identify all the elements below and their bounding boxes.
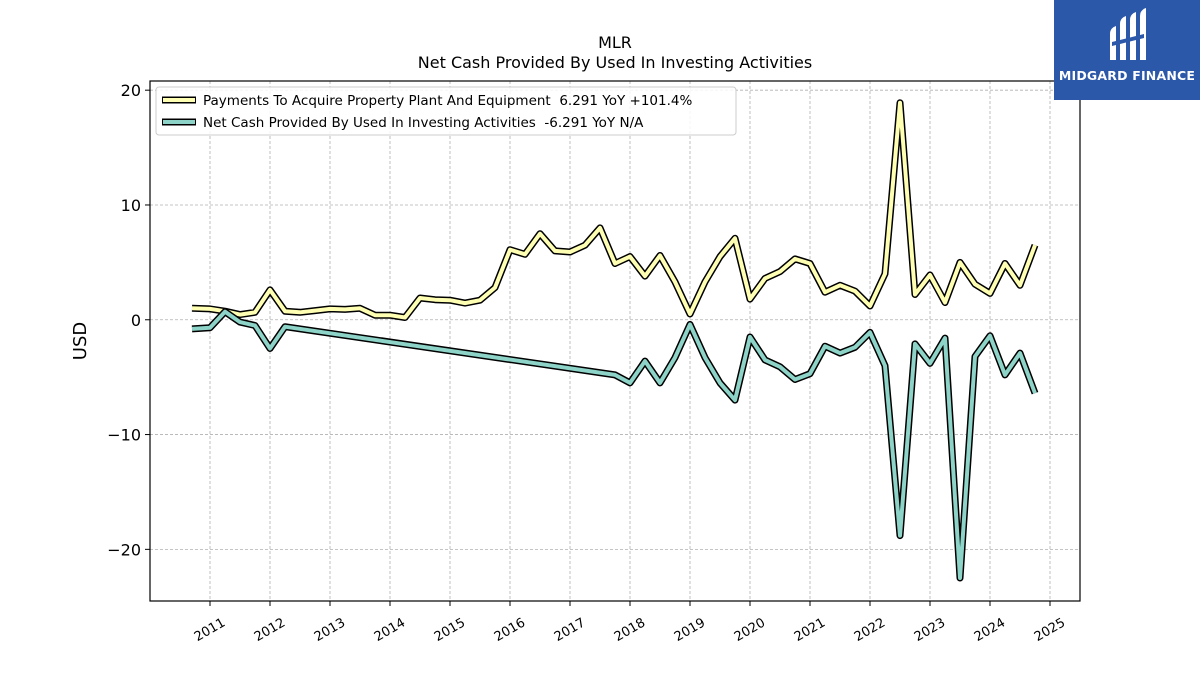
x-tick-label: 2013 bbox=[312, 615, 348, 645]
y-axis-ticks: 20 10 0 −10 −20 bbox=[107, 81, 150, 559]
x-axis-ticks: 2011 2012 2013 2014 2015 2016 2017 2018 2019 2020… bbox=[192, 601, 1068, 645]
y-tick-label: 0 bbox=[131, 311, 141, 330]
legend-box bbox=[155, 86, 737, 136]
x-tick-label: 2014 bbox=[372, 615, 408, 645]
series-line-0 bbox=[191, 100, 1037, 320]
x-tick-label: 2015 bbox=[432, 615, 468, 645]
series-line-1 bbox=[191, 309, 1037, 580]
y-tick-label: 20 bbox=[121, 81, 141, 100]
x-tick-label: 2024 bbox=[972, 615, 1008, 645]
legend-label: Net Cash Provided By Used In Investing A… bbox=[203, 115, 644, 131]
logo-mark-icon bbox=[1110, 8, 1146, 60]
grid bbox=[150, 81, 1080, 601]
legend-label: Payments To Acquire Property Plant And E… bbox=[203, 93, 692, 109]
y-tick-label: 10 bbox=[121, 196, 141, 215]
x-tick-label: 2025 bbox=[1032, 615, 1068, 645]
x-tick-label: 2011 bbox=[192, 615, 228, 645]
x-tick-label: 2017 bbox=[552, 615, 588, 645]
x-tick-label: 2012 bbox=[252, 615, 288, 645]
legend: Payments To Acquire Property Plant And E… bbox=[155, 86, 737, 136]
x-tick-label: 2019 bbox=[672, 615, 708, 645]
plot-frame bbox=[149, 80, 1081, 602]
x-tick-label: 2020 bbox=[732, 615, 768, 645]
x-tick-label: 2022 bbox=[852, 615, 888, 645]
chart-title: MLR bbox=[598, 33, 632, 52]
x-tick-label: 2018 bbox=[612, 615, 648, 645]
x-tick-label: 2016 bbox=[492, 615, 528, 645]
y-axis-label: USD bbox=[70, 322, 91, 360]
series-layer bbox=[191, 99, 1039, 582]
x-tick-label: 2023 bbox=[912, 615, 948, 645]
chart-subtitle: Net Cash Provided By Used In Investing A… bbox=[418, 53, 812, 72]
x-tick-label: 2021 bbox=[792, 615, 828, 645]
y-tick-label: −10 bbox=[107, 426, 141, 445]
brand-logo: MIDGARD FINANCE bbox=[1054, 0, 1200, 100]
y-tick-label: −20 bbox=[107, 540, 141, 559]
logo-name: MIDGARD FINANCE bbox=[1058, 68, 1196, 83]
